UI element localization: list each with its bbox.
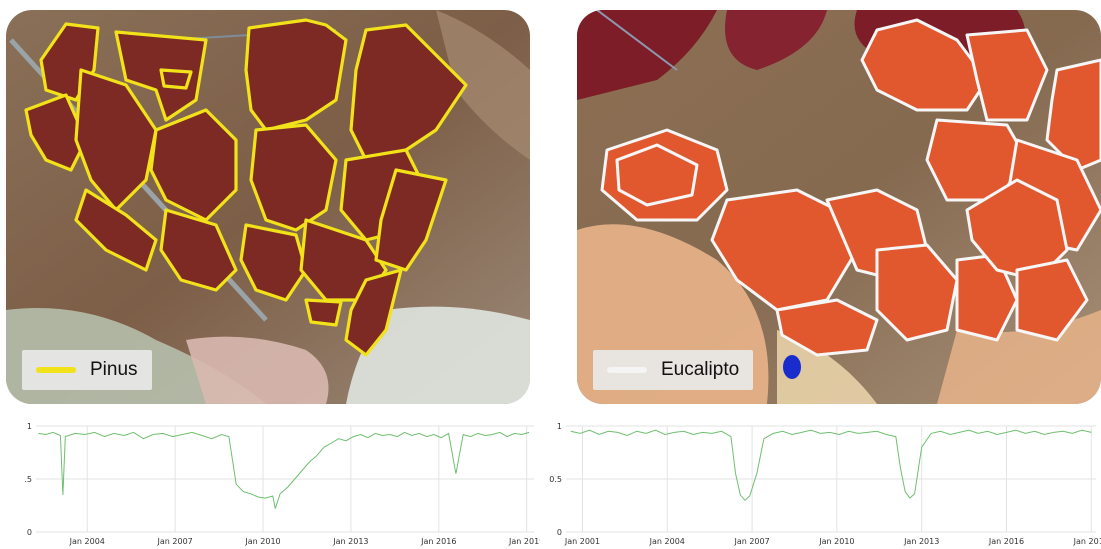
grass-area xyxy=(436,10,530,160)
eucalipto-field-polygon xyxy=(615,143,699,207)
pinus-field-group xyxy=(24,18,468,357)
pinus-field-polygon xyxy=(74,188,158,272)
water-pond xyxy=(783,355,801,379)
legend-pinus: Pinus xyxy=(22,350,152,390)
pinus-chart-x-tick-label: Jan 2013 xyxy=(332,537,368,546)
eucalipto-field-polygon xyxy=(860,18,989,112)
pinus-chart-y-tick-label: 0 xyxy=(27,528,32,537)
pinus-field-polygon xyxy=(24,93,88,172)
eucalipto-field-polygon xyxy=(965,28,1049,122)
eucalipto-satellite-image: Eucalipto xyxy=(577,10,1101,404)
pinus-field-polygon xyxy=(159,208,238,292)
bare-soil-area-pink xyxy=(186,336,329,404)
pinus-field-polygon xyxy=(159,68,193,90)
pinus-field-polygon xyxy=(244,18,348,132)
pinus-chart-series-line xyxy=(38,431,530,509)
pinus-field-polygon xyxy=(239,223,308,302)
eucalipto-ndvi-chart: 0 0.5 1 Jan 2001 Jan 2004 Jan 2007 Jan 2010 Jan… xyxy=(549,422,1101,546)
legend-eucalipto: Eucalipto xyxy=(593,350,754,390)
bare-soil-area-light xyxy=(346,306,530,404)
road xyxy=(596,10,678,71)
eucalipto-chart-x-tick-label: Jan 2013 xyxy=(903,537,939,546)
pinus-chart-x-tick-label: Jan 2010 xyxy=(244,537,280,546)
eucalipto-field-polygon xyxy=(875,243,959,342)
pinus-field-polygon xyxy=(149,108,238,222)
eucalipto-field-polygon xyxy=(1015,258,1089,342)
pinus-chart-x-tick-label: Jan 2016 xyxy=(420,537,456,546)
bare-soil-area xyxy=(777,330,877,404)
pinus-chart-y-tick-label: .5 xyxy=(24,475,32,484)
legend-label-pinus: Pinus xyxy=(90,359,138,380)
pinus-ndvi-chart: 0 .5 1 Jan 2004 Jan 2007 Jan 2010 Jan 2013 Jan … xyxy=(24,422,540,546)
field-dark-red xyxy=(577,10,717,100)
eucalipto-chart-x-tick-label: Jan 2001 xyxy=(564,537,600,546)
eucalipto-field-polygon xyxy=(775,298,879,357)
eucalipto-field-polygon xyxy=(710,188,859,312)
eucalipto-chart-x-tick-label: Jan 2019 xyxy=(1073,537,1101,546)
eucalipto-chart-x-tick-label: Jan 2010 xyxy=(818,537,854,546)
legend-label-eucalipto: Eucalipto xyxy=(661,359,740,380)
eucalipto-chart-y-tick-label: 0 xyxy=(557,528,562,537)
pinus-field-polygon xyxy=(74,68,158,212)
pinus-field-polygon xyxy=(344,268,403,357)
eucalipto-chart-x-tick-label: Jan 2004 xyxy=(649,537,685,546)
pinus-image-canvas xyxy=(6,10,530,404)
pinus-field-polygon xyxy=(374,168,448,272)
pinus-satellite-image: Pinus xyxy=(6,10,530,404)
pinus-chart-y-tick-label: 1 xyxy=(27,422,32,431)
eucalipto-chart-x-tick-label: Jan 2016 xyxy=(988,537,1024,546)
legend-swatch-pinus xyxy=(36,367,76,373)
legend-swatch-eucalipto xyxy=(607,367,647,373)
eucalipto-chart-x-tick-label: Jan 2007 xyxy=(733,537,769,546)
eucalipto-chart-y-tick-label: 1 xyxy=(557,422,562,431)
pinus-field-polygon xyxy=(304,298,343,327)
eucalipto-field-group xyxy=(600,18,1101,357)
pinus-chart-x-tick-label: Jan 2019 xyxy=(508,537,540,546)
pinus-chart-x-tick-label: Jan 2007 xyxy=(157,537,193,546)
field-dark-red xyxy=(725,10,827,70)
pinus-chart-x-tick-label: Jan 2004 xyxy=(69,537,105,546)
eucalipto-image-canvas xyxy=(577,10,1101,404)
eucalipto-chart-y-tick-label: 0.5 xyxy=(549,475,562,484)
eucalipto-chart-series-line xyxy=(570,429,1092,501)
